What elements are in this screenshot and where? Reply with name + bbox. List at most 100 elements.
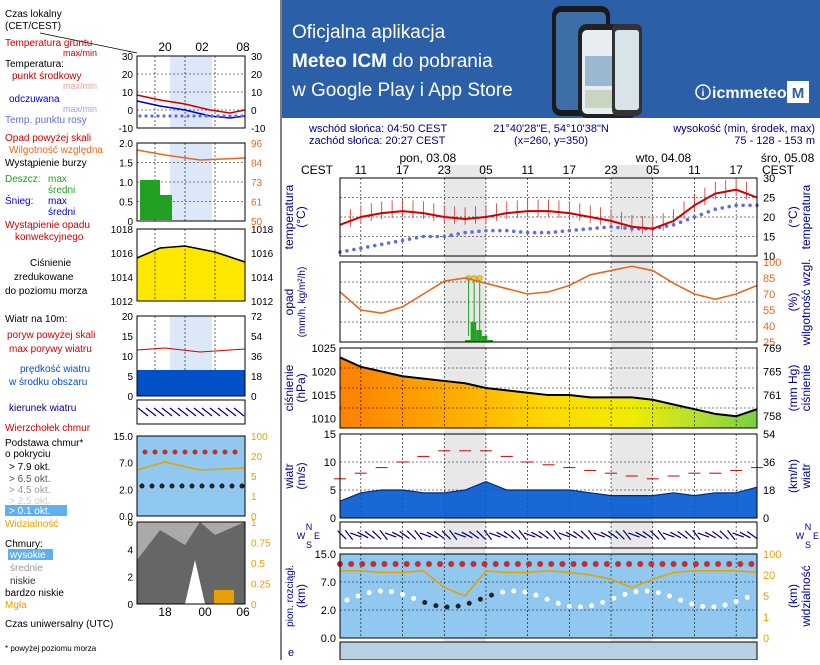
wind-dir-arrow xyxy=(364,530,376,540)
temp-line xyxy=(339,188,758,230)
pressure-tick-right: 769 xyxy=(763,343,781,355)
legend-tick-right: -10 xyxy=(251,124,266,135)
legend-okta-65: > 6.5 okt. xyxy=(9,474,50,485)
legend-tick-left: 30 xyxy=(122,52,134,63)
legend-cloud-base-mark xyxy=(199,483,205,489)
wind-dir-arrow xyxy=(565,531,577,539)
wind-axis-label-right: wiatr xyxy=(799,463,813,489)
hour-label: 23 xyxy=(438,163,452,177)
cloud-top-mark xyxy=(537,561,544,567)
legend-utc-title: Czas uniwersalny (UTC) xyxy=(5,619,113,630)
legend-tick-right: 1 xyxy=(251,518,257,529)
cloud-top-mark xyxy=(670,561,677,567)
dew-point-mark xyxy=(484,228,488,233)
info-sunrise: wschód słońca: 04:50 CEST xyxy=(308,123,447,135)
legend-soil-temp: Temperatura gruntu xyxy=(5,38,92,49)
banner-line2-rest: do pobrania xyxy=(387,51,493,72)
legend-high-bg xyxy=(8,549,53,560)
wind-axis-unit-right: (km/h) xyxy=(786,459,800,493)
legend-cloud-panel xyxy=(136,435,246,517)
dew-point-mark xyxy=(463,230,467,235)
legend-tick-right: 1018 xyxy=(251,225,274,236)
legend-clouds-mid: średnie xyxy=(10,563,43,574)
legend-dew-mark xyxy=(174,114,178,118)
legend-rain-avg: średni xyxy=(48,185,75,196)
legend-local-time-title: Czas lokalny xyxy=(5,9,62,20)
wind-dir-arrow xyxy=(503,530,515,540)
legend-humidity: Wilgotność względna xyxy=(9,145,103,156)
legend-pressure-2: zredukowane xyxy=(14,272,74,283)
wind-dir-panel-frame xyxy=(339,521,758,549)
banner-line2: Meteo ICM do pobrania xyxy=(292,51,493,72)
legend-time-tick: 08 xyxy=(236,40,250,54)
wind-dir-arrow xyxy=(607,530,619,540)
dew-point-mark xyxy=(741,203,745,208)
legend-feels-temp: odczuwana xyxy=(9,94,60,105)
wind-dir-arrow xyxy=(461,531,473,539)
humidity-axis-label: wilgotność wzgl. xyxy=(799,259,813,347)
dew-point-mark xyxy=(518,230,523,234)
cloud-base-mark xyxy=(555,600,561,606)
dew-point-mark xyxy=(553,230,558,234)
dew-point-mark xyxy=(470,230,474,234)
cloud-top-mark xyxy=(681,561,688,567)
cloud-base-mark xyxy=(455,603,461,609)
tick-right: 20 xyxy=(763,212,775,224)
cloud-base-mark xyxy=(422,599,428,605)
pressure-axis-label: ciśnienie xyxy=(282,364,296,411)
dew-point-mark xyxy=(609,224,613,229)
legend-tick-left: 1016 xyxy=(111,249,134,260)
legend-tick-left: 10 xyxy=(122,88,134,99)
cloud-panel-frame xyxy=(339,553,758,639)
cloud-base-mark xyxy=(344,597,350,603)
wind-dir-arrow xyxy=(628,532,640,538)
legend-tick-left: 5 xyxy=(127,372,133,383)
tick-left: 5 xyxy=(330,485,336,497)
legend-soil-maxmin: max/min xyxy=(63,48,97,58)
dew-point-mark xyxy=(539,230,544,235)
cloud-base-mark xyxy=(500,589,506,595)
legend-tick-right: 18 xyxy=(251,372,263,383)
wind-dir-arrow xyxy=(704,531,716,539)
cloud-top-mark xyxy=(448,561,455,567)
cloud-top-mark xyxy=(603,561,610,567)
precip-bar xyxy=(470,322,477,342)
cloud-base-mark xyxy=(489,592,495,598)
legend-pressure-3: do poziomu morza xyxy=(5,286,88,297)
legend-visibility: Widzialność xyxy=(5,519,58,530)
wind-dir-arrow xyxy=(662,532,675,538)
wind-dir-arrow xyxy=(538,530,549,540)
hour-label: 17 xyxy=(729,163,743,177)
wind-dir-arrow xyxy=(670,531,682,539)
wind-dir-arrow xyxy=(441,530,451,540)
legend-dew-mark xyxy=(198,114,202,118)
cloud-top-mark xyxy=(548,561,555,567)
legend-tick-right: 1 xyxy=(251,492,257,503)
legend-tick-right: 0.75 xyxy=(251,539,271,550)
wind-dir-arrow xyxy=(650,530,660,540)
dew-point-mark xyxy=(400,238,405,243)
dew-point-mark xyxy=(345,249,349,253)
cloud-top-mark xyxy=(392,561,399,567)
dew-point-mark xyxy=(602,225,606,230)
legend-tick-right: 0 xyxy=(251,512,257,523)
legend-cloud-top-mark xyxy=(192,449,198,455)
legend-cloud-base-1: Podstawa chmur* xyxy=(5,438,83,449)
legend-dir-arrow xyxy=(169,407,181,417)
legend-dew-mark xyxy=(138,114,142,118)
dew-point-mark xyxy=(372,243,377,248)
visibility-axis-label: widzialność xyxy=(799,565,813,627)
wind-dir-arrow xyxy=(531,531,543,539)
legend-cloud-top-mark xyxy=(172,449,178,455)
cloud-base-mark xyxy=(444,604,450,610)
app-banner[interactable]: Oficjalna aplikacja Meteo ICM do pobrani… xyxy=(282,0,820,118)
legend-dew-mark xyxy=(156,114,160,118)
tick-right: 100 xyxy=(763,549,781,561)
cloud-top-mark xyxy=(425,561,432,567)
legend-cloud-top-mark xyxy=(222,449,228,455)
temp-axis-unit: (°C) xyxy=(294,206,308,227)
dew-point-mark xyxy=(671,223,676,227)
wind-dir-arrow xyxy=(600,531,612,539)
wind-dir-arrow xyxy=(739,531,751,539)
dew-point-mark xyxy=(727,204,731,209)
